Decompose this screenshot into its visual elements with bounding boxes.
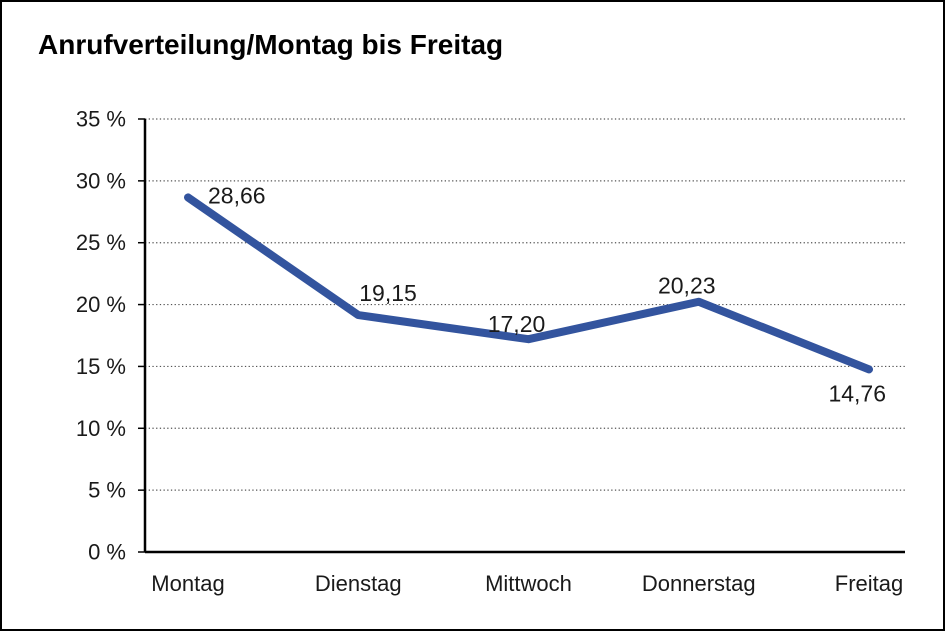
y-axis-tick-label: 20 % [76, 292, 126, 317]
y-axis-tick-label: 5 % [88, 478, 126, 503]
y-axis-tick-label: 35 % [76, 107, 126, 132]
data-point-label: 20,23 [658, 273, 716, 299]
x-axis-category-label: Freitag [835, 571, 903, 596]
data-series-line [184, 193, 873, 374]
x-axis-category-label: Donnerstag [642, 571, 756, 596]
x-axis-category-label: Montag [151, 571, 224, 596]
y-axis-tick-label: 15 % [76, 354, 126, 379]
data-point-label: 28,66 [208, 182, 266, 208]
y-axis-tick-label: 0 % [88, 540, 126, 565]
data-point-label: 17,20 [488, 311, 546, 337]
y-axis-tick-label: 10 % [76, 416, 126, 441]
y-axis-tick-label: 25 % [76, 230, 126, 255]
y-axis-tick-label: 30 % [76, 168, 126, 193]
data-point-label: 14,76 [828, 380, 886, 406]
data-point-label: 19,15 [359, 280, 417, 306]
x-axis-category-label: Dienstag [315, 571, 402, 596]
x-axis-category-label: Mittwoch [485, 571, 572, 596]
chart-title: Anrufverteilung/Montag bis Freitag [38, 29, 504, 60]
